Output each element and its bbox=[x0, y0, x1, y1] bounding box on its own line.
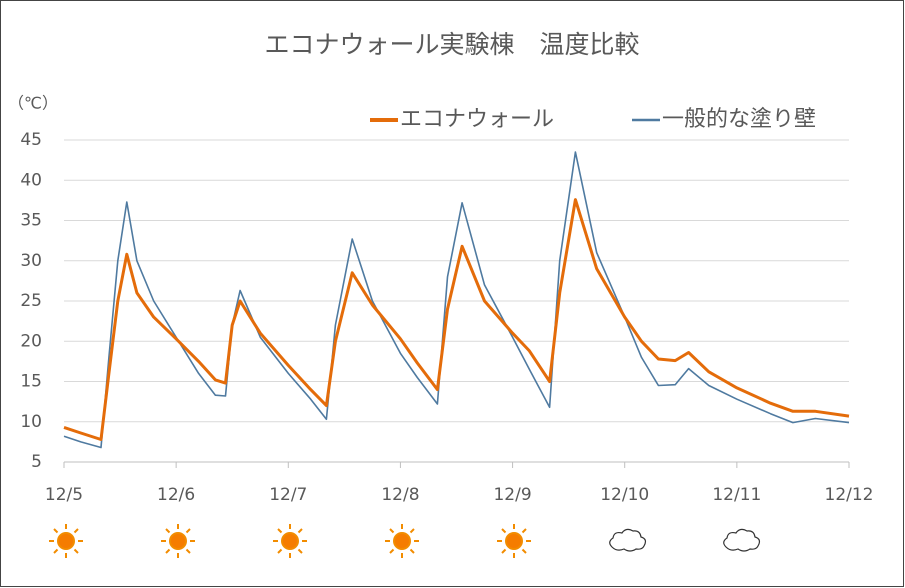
x-tick-label: 12/5 bbox=[45, 485, 83, 505]
y-tick-label: 45 bbox=[20, 130, 42, 150]
x-tick-label: 12/9 bbox=[493, 485, 531, 505]
x-tick-label: 12/7 bbox=[269, 485, 307, 505]
legend-label: 一般的な塗り壁 bbox=[662, 107, 816, 132]
y-axis-unit: （℃） bbox=[8, 94, 58, 113]
y-tick-label: 20 bbox=[20, 331, 42, 351]
series-line bbox=[63, 198, 850, 441]
series-line bbox=[63, 151, 850, 449]
y-tick-label: 5 bbox=[31, 452, 42, 472]
x-tick-label: 12/10 bbox=[600, 485, 649, 505]
x-tick-label: 12/6 bbox=[157, 485, 195, 505]
y-tick-label: 40 bbox=[20, 170, 42, 190]
y-tick-label: 10 bbox=[20, 412, 42, 432]
legend-label: エコナウォール bbox=[400, 107, 554, 132]
x-tick-label: 12/8 bbox=[381, 485, 419, 505]
y-tick-label: 35 bbox=[20, 211, 42, 231]
weather-icons bbox=[49, 524, 761, 558]
x-tick-label: 12/12 bbox=[825, 485, 874, 505]
y-tick-label: 25 bbox=[20, 291, 42, 311]
y-tick-label: 15 bbox=[20, 372, 42, 392]
chart-title: エコナウォール実験棟 温度比較 bbox=[264, 30, 639, 59]
y-tick-label: 30 bbox=[20, 251, 42, 271]
x-tick-label: 12/11 bbox=[712, 485, 761, 505]
